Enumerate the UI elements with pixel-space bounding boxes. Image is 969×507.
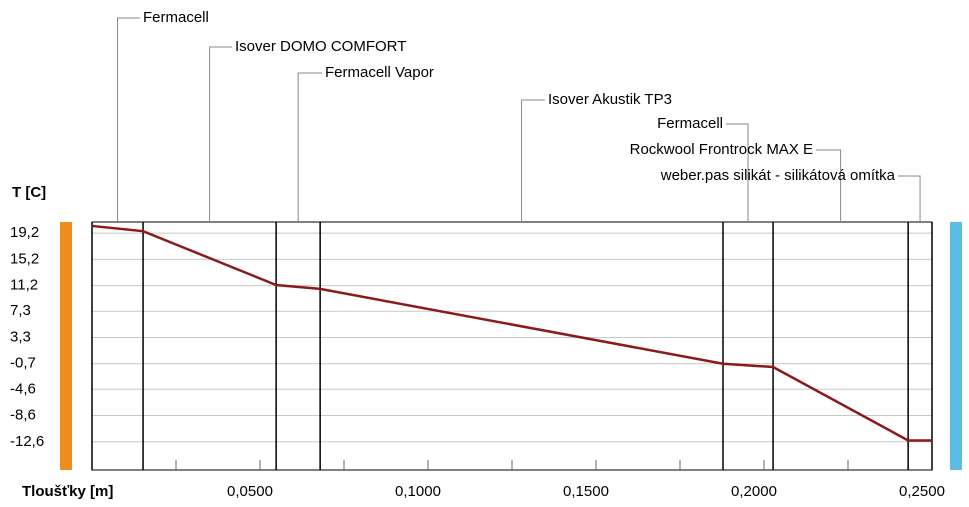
y-tick-label: 11,2 bbox=[10, 277, 38, 294]
temperature-line bbox=[91, 224, 932, 442]
x-tick-label: 0,2500 bbox=[899, 483, 945, 500]
inside-surface bbox=[60, 222, 72, 470]
x-tick-label: 0,1500 bbox=[563, 483, 609, 500]
y-tick-label: -0,7 bbox=[10, 355, 36, 372]
x-tick-label: 0,2000 bbox=[731, 483, 777, 500]
plot-area bbox=[91, 221, 933, 471]
y-tick-label: 3,3 bbox=[10, 328, 31, 345]
y-tick-label: -4,6 bbox=[10, 380, 36, 397]
leader-line bbox=[297, 72, 322, 222]
y-tick-label: 7,3 bbox=[10, 302, 31, 319]
layer-label: Fermacell bbox=[657, 115, 723, 132]
y-tick-label: 19,2 bbox=[10, 224, 39, 241]
outside-surface bbox=[950, 222, 962, 470]
y-tick-label: -12,6 bbox=[10, 433, 44, 450]
y-axis-title: T [C] bbox=[12, 184, 46, 201]
x-tick-label: 0,1000 bbox=[395, 483, 441, 500]
layer-label: Rockwool Frontrock MAX E bbox=[630, 141, 813, 158]
layer-label: Fermacell bbox=[143, 9, 209, 26]
x-axis-title: Tloušťky [m] bbox=[22, 483, 113, 500]
y-tick-label: -8,6 bbox=[10, 407, 36, 424]
leader-line bbox=[816, 149, 842, 222]
layer-label: weber.pas silikát - silikátová omítka bbox=[660, 167, 896, 184]
leader-line bbox=[209, 46, 232, 222]
layer-label: Isover DOMO COMFORT bbox=[235, 38, 406, 55]
leader-line bbox=[726, 123, 749, 222]
leader-line bbox=[117, 17, 140, 222]
layer-label: Fermacell Vapor bbox=[325, 64, 434, 81]
x-tick-label: 0,0500 bbox=[227, 483, 273, 500]
leader-line bbox=[898, 175, 921, 222]
layer-label: Isover Akustik TP3 bbox=[548, 91, 672, 108]
leader-line bbox=[521, 99, 545, 222]
y-tick-label: 15,2 bbox=[10, 250, 39, 267]
